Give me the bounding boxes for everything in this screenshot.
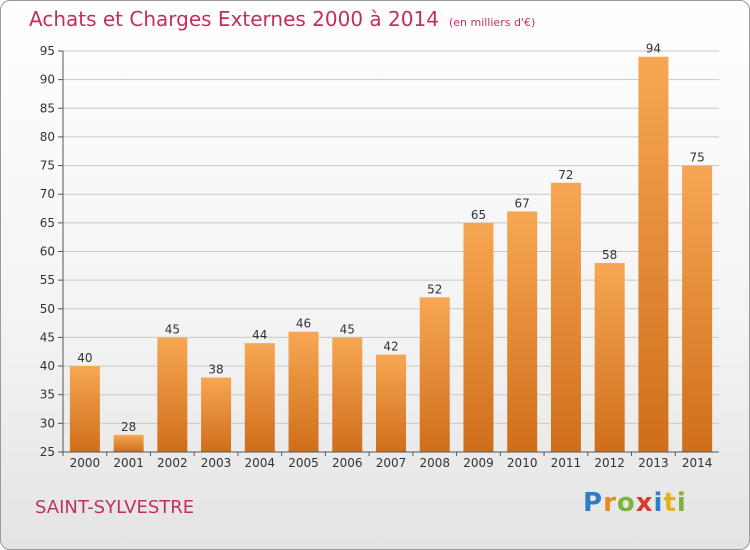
y-tick-label: 75 — [40, 159, 55, 173]
chart-title-text: Achats et Charges Externes 2000 à 2014 — [29, 7, 439, 31]
bar-2007 — [376, 354, 406, 452]
x-tick-label-2012: 2012 — [594, 456, 625, 470]
x-tick-label-2004: 2004 — [245, 456, 276, 470]
logo-letter: P — [583, 488, 604, 518]
x-tick-label-2007: 2007 — [376, 456, 407, 470]
bar-2005 — [288, 331, 319, 452]
data-label-2008: 52 — [427, 282, 442, 296]
bars: 40 28 45 38 44 46 45 42 52 65 67 72 58 94 75 — [69, 42, 713, 453]
y-tick-label: 70 — [40, 187, 55, 201]
x-axis: 2000 2001 2002 2003 2004 2005 2006 2007 2008 2009… — [62, 451, 719, 470]
x-tick-label-2013: 2013 — [638, 456, 669, 470]
logo-letter: i — [676, 488, 687, 518]
data-label-2000: 40 — [77, 351, 92, 365]
y-tick-label: 35 — [40, 388, 55, 402]
data-label-2014: 75 — [689, 151, 704, 165]
x-tick-label-2005: 2005 — [288, 456, 319, 470]
y-tick-label: 30 — [40, 416, 55, 430]
data-label-2007: 42 — [383, 340, 398, 354]
proxiti-logo: Proxiti — [583, 488, 687, 518]
x-tick-label-2010: 2010 — [507, 456, 538, 470]
bar-2000 — [69, 366, 100, 452]
bar-2004 — [244, 343, 275, 452]
bar-2012 — [594, 262, 625, 452]
data-label-2011: 72 — [558, 168, 573, 182]
data-label-2012: 58 — [602, 248, 617, 262]
bar-2001 — [113, 434, 144, 452]
x-tick-label-2003: 2003 — [201, 456, 232, 470]
chart-subtitle: (en milliers d'€) — [448, 16, 536, 29]
y-tick-label: 50 — [40, 302, 55, 316]
x-tick-label-2008: 2008 — [419, 456, 450, 470]
bar-2011 — [550, 182, 581, 452]
x-tick-label-2001: 2001 — [113, 456, 144, 470]
y-tick-label: 65 — [40, 216, 55, 230]
bar-2006 — [332, 337, 363, 452]
logo-letter: x — [635, 488, 654, 518]
x-tick-label-2006: 2006 — [332, 456, 363, 470]
bar-2003 — [201, 377, 232, 452]
data-label-2005: 46 — [296, 317, 311, 331]
logo-letter: i — [653, 488, 664, 518]
data-label-2004: 44 — [252, 328, 267, 342]
data-label-2003: 38 — [208, 363, 223, 377]
chart-title: Achats et Charges Externes 2000 à 2014 (e… — [29, 7, 535, 31]
bar-2013 — [638, 56, 669, 452]
data-label-2010: 67 — [515, 196, 530, 210]
bar-2002 — [157, 337, 188, 452]
logo-letter: o — [616, 488, 636, 518]
data-label-2002: 45 — [165, 322, 180, 336]
bar-2010 — [507, 211, 538, 452]
data-label-2013: 94 — [646, 42, 661, 56]
x-tick-label-2011: 2011 — [551, 456, 582, 470]
bar-2009 — [463, 222, 494, 452]
y-tick-label: 85 — [40, 101, 55, 115]
y-tick-label: 95 — [40, 44, 55, 58]
y-tick-label: 40 — [40, 359, 55, 373]
data-label-2006: 45 — [340, 322, 355, 336]
x-tick-label-2014: 2014 — [682, 456, 713, 470]
y-tick-label: 60 — [40, 245, 55, 259]
y-axis: 25 30 35 40 45 50 55 60 65 70 75 80 85 90 95 — [40, 44, 64, 459]
y-tick-label: 80 — [40, 130, 55, 144]
logo-letter: r — [603, 488, 617, 518]
bar-2008 — [419, 297, 450, 452]
x-tick-label-2002: 2002 — [157, 456, 188, 470]
data-label-2001: 28 — [121, 420, 136, 434]
logo-letter: t — [663, 488, 677, 518]
bar-2014 — [682, 165, 713, 453]
data-label-2009: 65 — [471, 208, 486, 222]
x-tick-label-2000: 2000 — [70, 456, 101, 470]
y-tick-label: 90 — [40, 73, 55, 87]
y-tick-label: 45 — [40, 330, 55, 344]
x-tick-label-2009: 2009 — [463, 456, 494, 470]
y-tick-label: 25 — [40, 445, 55, 459]
commune-name: SAINT-SYLVESTRE — [35, 497, 195, 518]
y-tick-label: 55 — [40, 273, 55, 287]
